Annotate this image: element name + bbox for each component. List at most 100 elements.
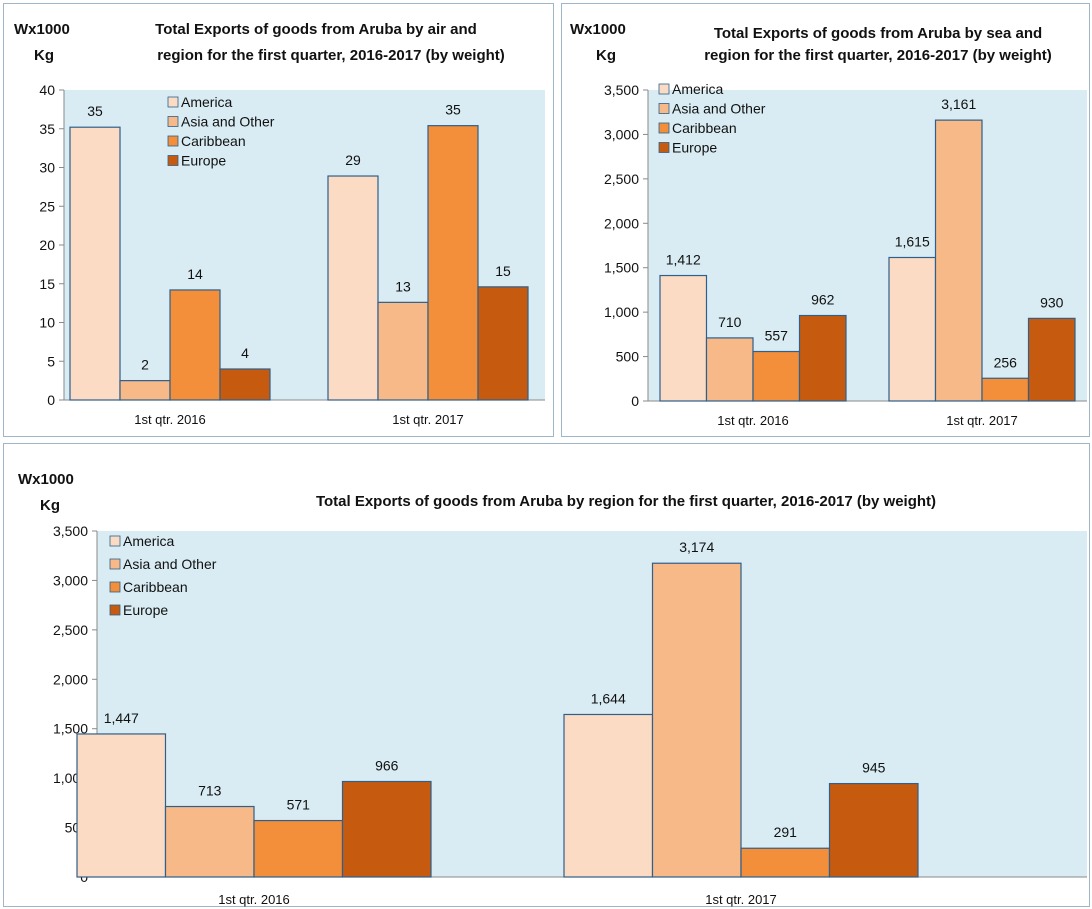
chart-title-line2: region for the first quarter, 2016-2017 … [704, 47, 1052, 64]
legend-swatch-caribbean [167, 135, 179, 147]
chart-panel-air: Wx1000 Kg Total Exports of goods from Ar… [3, 3, 554, 437]
legend-swatch-caribbean [109, 581, 121, 593]
data-label: 930 [1040, 294, 1064, 310]
legend-label-caribbean: Caribbean [181, 133, 246, 149]
y-tick-label: 3,000 [53, 572, 88, 588]
legend-swatch-caribbean [658, 122, 670, 134]
legend-swatch-asia-and-other [109, 558, 121, 570]
bar-asia-and-other-1st-qtr-2017 [934, 119, 983, 402]
legend: America Asia and Other Caribbean Europe [167, 94, 275, 169]
chart-air: Wx1000 Kg Total Exports of goods from Ar… [14, 21, 545, 427]
legend: America Asia and Other Caribbean Europe [109, 533, 217, 618]
legend-swatch-europe [658, 142, 670, 153]
chart-sea: Wx1000 Kg Total Exports of goods from Ar… [570, 21, 1087, 428]
y-tick-label: 1,500 [53, 721, 88, 737]
legend-label-caribbean: Caribbean [123, 579, 188, 595]
data-label: 29 [345, 152, 361, 168]
bar-europe-1st-qtr-2017 [477, 286, 529, 401]
data-label: 1,447 [104, 710, 139, 726]
legend-label-caribbean: Caribbean [672, 120, 737, 136]
y-tick-label: 3,500 [53, 523, 88, 539]
y-tick-label: 25 [39, 198, 55, 214]
bar-europe-1st-qtr-2017 [828, 782, 919, 878]
data-label: 3,174 [679, 539, 714, 555]
y-axis-label-line1: Wx1000 [14, 21, 70, 38]
y-tick-label: 10 [39, 315, 55, 331]
data-label: 3,161 [941, 96, 976, 112]
bar-asia-and-other-1st-qtr-2016 [705, 337, 754, 402]
legend-label-america: America [181, 94, 233, 110]
legend-label-asia-and-other: Asia and Other [181, 114, 275, 130]
legend-swatch-asia-and-other [167, 116, 179, 127]
y-tick-label: 2,000 [53, 671, 88, 687]
data-label: 1,615 [895, 233, 930, 249]
legend-label-europe: Europe [672, 140, 717, 156]
legend-swatch-asia-and-other [658, 103, 670, 114]
legend-swatch-europe [109, 604, 121, 616]
chart-title-line1: Total Exports of goods from Aruba by air… [155, 21, 477, 38]
data-label: 557 [765, 328, 789, 344]
data-label: 15 [495, 263, 511, 279]
bar-europe-1st-qtr-2017 [1027, 317, 1076, 402]
legend-label-europe: Europe [181, 153, 226, 169]
data-label: 966 [375, 758, 399, 774]
legend-swatch-europe [167, 155, 179, 166]
data-label: 713 [198, 783, 222, 799]
y-axis-label-line2: Kg [596, 47, 616, 64]
legend-swatch-america [167, 96, 179, 108]
data-label: 945 [862, 760, 886, 776]
data-label: 1,644 [591, 690, 626, 706]
legend-swatch-america [109, 535, 121, 547]
y-axis-label-line1: Wx1000 [18, 471, 74, 488]
y-axis: 0 5 10 15 20 25 30 35 40 [39, 82, 65, 408]
bar-caribbean-1st-qtr-2016 [169, 289, 221, 401]
legend-label-america: America [123, 533, 175, 549]
y-tick-label: 2,500 [604, 171, 639, 187]
y-tick-label: 0 [631, 393, 639, 409]
y-tick-label: 35 [39, 121, 55, 137]
data-label: 13 [395, 278, 411, 294]
bar-america-1st-qtr-2016 [69, 126, 121, 401]
legend-label-europe: Europe [123, 602, 168, 618]
y-tick-label: 15 [39, 276, 55, 292]
data-label: 571 [287, 797, 311, 813]
legend-swatch-america [658, 83, 670, 95]
bar-caribbean-1st-qtr-2016 [752, 350, 801, 402]
y-tick-label: 30 [39, 160, 55, 176]
data-label: 710 [718, 314, 742, 330]
bar-europe-1st-qtr-2016 [798, 314, 847, 402]
data-label: 256 [994, 354, 1018, 370]
chart-total: Wx1000 Kg Total Exports of goods from Ar… [18, 471, 1087, 907]
y-axis: 0 500 1,000 1,500 2,000 2,500 3,000 3,500 [604, 82, 649, 409]
y-tick-label: 3,000 [604, 126, 639, 142]
bar-asia-and-other-1st-qtr-2016 [164, 805, 255, 878]
bar-caribbean-1st-qtr-2016 [253, 819, 344, 878]
bar-america-1st-qtr-2017 [888, 256, 937, 402]
x-category-label: 1st qtr. 2016 [218, 892, 290, 907]
y-tick-label: 2,000 [604, 215, 639, 231]
chart-panel-total: Wx1000 Kg Total Exports of goods from Ar… [3, 443, 1090, 907]
y-tick-label: 0 [47, 392, 55, 408]
chart-title: Total Exports of goods from Aruba by reg… [316, 493, 936, 510]
x-category-label: 1st qtr. 2017 [392, 412, 464, 427]
bar-europe-1st-qtr-2016 [341, 780, 432, 878]
y-tick-label: 1,500 [604, 260, 639, 276]
data-label: 962 [811, 292, 835, 308]
y-tick-label: 3,500 [604, 82, 639, 98]
bar-america-1st-qtr-2017 [563, 713, 654, 878]
data-label: 14 [187, 266, 203, 282]
data-label: 1,412 [666, 252, 701, 268]
x-category-label: 1st qtr. 2017 [705, 892, 777, 907]
y-tick-label: 40 [39, 82, 55, 98]
x-category-label: 1st qtr. 2016 [134, 412, 206, 427]
legend: America Asia and Other Caribbean Europe [658, 81, 766, 156]
y-axis-label-line2: Kg [40, 497, 60, 514]
chart-title-line1: Total Exports of goods from Aruba by sea… [714, 25, 1042, 42]
bar-caribbean-1st-qtr-2017 [740, 847, 831, 878]
y-tick-label: 500 [616, 349, 640, 365]
bar-asia-and-other-1st-qtr-2016 [119, 380, 171, 401]
y-tick-label: 1,000 [604, 304, 639, 320]
bar-america-1st-qtr-2016 [659, 274, 708, 402]
chart-title-line2: region for the first quarter, 2016-2017 … [157, 47, 505, 64]
chart-panel-sea: Wx1000 Kg Total Exports of goods from Ar… [561, 3, 1090, 437]
